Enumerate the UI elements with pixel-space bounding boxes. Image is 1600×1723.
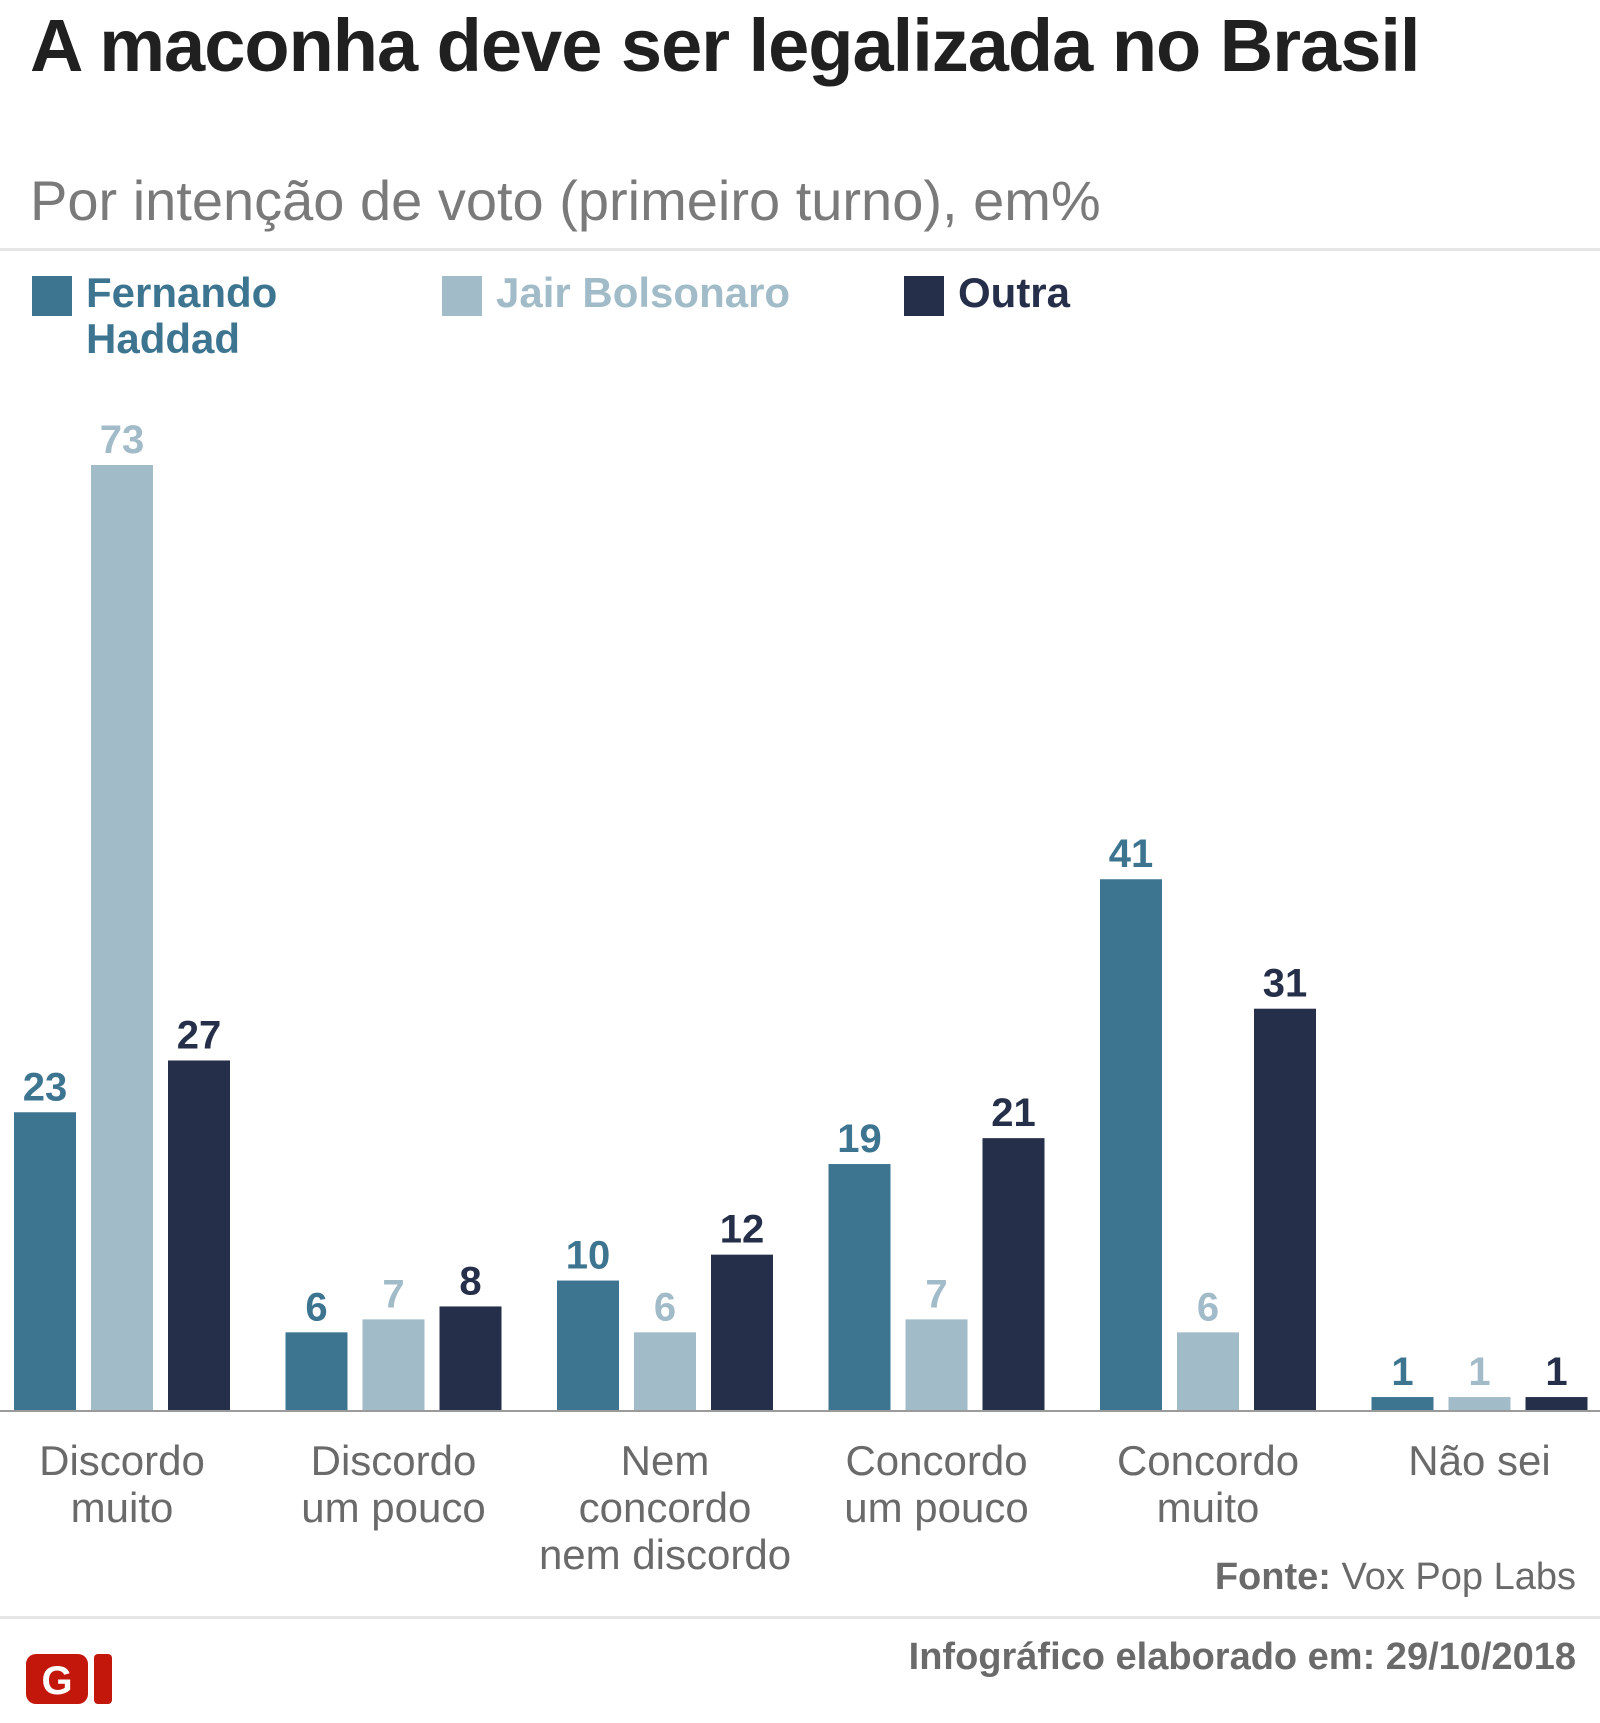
legend-label-bolsonaro: Jair Bolsonaro bbox=[496, 269, 791, 316]
bar bbox=[439, 1306, 502, 1410]
g1-logo-mark bbox=[26, 1654, 88, 1704]
data-label: 31 bbox=[1263, 962, 1308, 1006]
g1-logo-letter: G bbox=[41, 1659, 72, 1703]
chart-subtitle: Por intenção de voto (primeiro turno), e… bbox=[30, 169, 1101, 232]
data-label: 73 bbox=[100, 418, 145, 462]
data-label: 41 bbox=[1109, 832, 1154, 876]
footer-divider bbox=[0, 1616, 1600, 1619]
bar bbox=[1371, 1397, 1434, 1410]
legend-item-bolsonaro: Jair Bolsonaro bbox=[442, 270, 790, 316]
legend: Fernando Haddad Jair Bolsonaro Outra bbox=[0, 270, 1600, 370]
category-label: um pouco bbox=[301, 1484, 485, 1531]
category-label: muito bbox=[1157, 1484, 1260, 1531]
category-label: Nem bbox=[621, 1437, 710, 1484]
bar bbox=[557, 1280, 619, 1410]
data-label: 23 bbox=[23, 1065, 68, 1109]
source-value: Vox Pop Labs bbox=[1330, 1556, 1576, 1598]
source-label: Fonte: bbox=[1214, 1556, 1331, 1598]
data-label: 21 bbox=[991, 1091, 1036, 1135]
legend-swatch-bolsonaro bbox=[442, 276, 482, 316]
bar bbox=[634, 1332, 696, 1410]
bar bbox=[1448, 1397, 1511, 1410]
bar bbox=[828, 1164, 891, 1410]
category-label: nem discordo bbox=[539, 1531, 791, 1578]
category-label: concordo bbox=[579, 1484, 752, 1531]
header-divider bbox=[0, 248, 1600, 251]
data-label: 6 bbox=[1197, 1285, 1219, 1329]
bar bbox=[168, 1060, 230, 1410]
g1-logo: G bbox=[26, 1654, 112, 1704]
data-label: 7 bbox=[925, 1272, 947, 1316]
bar bbox=[1177, 1332, 1239, 1410]
bar bbox=[91, 465, 153, 1410]
category-label: Discordo bbox=[311, 1437, 477, 1484]
legend-label-outra: Outra bbox=[958, 269, 1071, 316]
data-label: 19 bbox=[837, 1117, 882, 1161]
category-label: Concordo bbox=[845, 1437, 1027, 1484]
bar bbox=[982, 1138, 1045, 1410]
data-label: 6 bbox=[305, 1285, 327, 1329]
data-label: 27 bbox=[177, 1013, 222, 1057]
source-note: Fonte: Vox Pop Labs bbox=[1215, 1556, 1576, 1599]
category-label: um pouco bbox=[844, 1484, 1028, 1531]
legend-label-haddad: Fernando Haddad bbox=[86, 269, 278, 362]
bar bbox=[905, 1319, 968, 1410]
chart-title: A maconha deve ser legalizada no Brasil bbox=[30, 4, 1420, 87]
legend-item-outra: Outra bbox=[904, 270, 1070, 316]
category-label: Concordo bbox=[1117, 1437, 1299, 1484]
legend-swatch-haddad bbox=[32, 276, 72, 316]
bar bbox=[711, 1254, 773, 1410]
category-label: Discordo bbox=[39, 1437, 205, 1484]
data-label: 7 bbox=[382, 1272, 404, 1316]
category-label: muito bbox=[71, 1484, 174, 1531]
data-label: 10 bbox=[566, 1234, 611, 1278]
data-label: 12 bbox=[720, 1208, 765, 1252]
data-label: 1 bbox=[1545, 1350, 1567, 1394]
category-label: Não sei bbox=[1408, 1437, 1550, 1484]
bar bbox=[1525, 1397, 1588, 1410]
bar bbox=[1100, 879, 1162, 1410]
infographic-date: Infográfico elaborado em: 29/10/2018 bbox=[908, 1636, 1576, 1678]
bar bbox=[14, 1112, 76, 1410]
data-label: 1 bbox=[1468, 1350, 1490, 1394]
g1-logo-one bbox=[94, 1654, 112, 1704]
legend-item-haddad: Fernando Haddad bbox=[32, 270, 332, 362]
data-label: 1 bbox=[1391, 1350, 1413, 1394]
bar bbox=[1254, 1008, 1316, 1410]
data-label: 8 bbox=[459, 1259, 481, 1303]
legend-swatch-outra bbox=[904, 276, 944, 316]
data-label: 6 bbox=[654, 1285, 676, 1329]
bar bbox=[285, 1332, 348, 1410]
bar bbox=[362, 1319, 425, 1410]
